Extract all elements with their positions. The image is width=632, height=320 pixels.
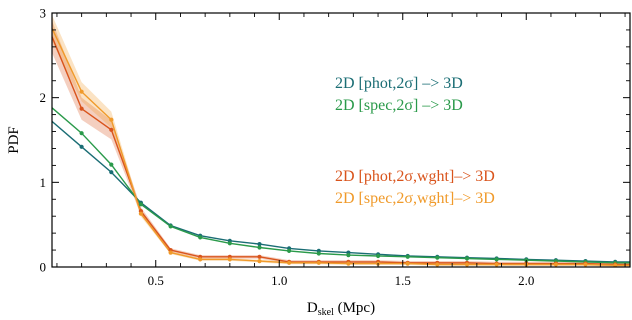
legend: 2D [phot,2σ] –> 3D 2D [spec,2σ] –> 3D 2D [… <box>335 75 495 207</box>
data-point <box>198 235 203 240</box>
data-point <box>227 257 232 262</box>
data-point <box>405 254 410 259</box>
series-band-2 <box>52 20 630 267</box>
data-point <box>287 248 292 253</box>
data-point <box>316 260 321 265</box>
data-point <box>79 144 84 149</box>
y-axis-label: PDF <box>6 126 22 154</box>
data-point <box>257 259 262 264</box>
data-point <box>79 89 84 94</box>
data-point <box>79 131 84 136</box>
data-point <box>79 106 84 111</box>
data-point <box>613 263 618 268</box>
data-point <box>257 254 262 259</box>
y-tick-label: 3 <box>40 6 47 21</box>
data-point <box>494 262 499 267</box>
tick-labels: 0.5 1.0 1.5 2.0 0 1 2 3 <box>40 6 535 289</box>
x-axis-label: Dskel (Mpc) <box>307 300 375 318</box>
data-point <box>109 117 114 122</box>
x-tick-label: 0.5 <box>148 273 164 288</box>
x-tick-label: 1.0 <box>271 273 287 288</box>
data-point <box>257 245 262 250</box>
data-point <box>346 261 351 266</box>
axis-ticks <box>52 12 630 268</box>
data-point <box>168 250 173 255</box>
x-axis-label-main: D <box>307 300 318 316</box>
data-point <box>376 253 381 259</box>
series-band-3 <box>52 15 630 267</box>
data-point <box>316 251 321 256</box>
data-point <box>168 224 173 229</box>
series-line-1 <box>51 107 630 264</box>
series-points <box>79 89 618 268</box>
data-point <box>435 262 440 267</box>
legend-entry: 2D [spec,2σ,wght]–> 3D <box>335 190 495 207</box>
data-point <box>583 262 588 267</box>
legend-entry: 2D [phot,2σ,wght]–> 3D <box>335 168 495 185</box>
x-axis-label-sub: skel <box>318 307 334 318</box>
data-point <box>109 170 114 175</box>
data-point <box>346 253 351 258</box>
data-point <box>227 241 232 246</box>
x-tick-label: 2.0 <box>518 273 534 288</box>
data-point <box>198 257 203 262</box>
y-tick-label: 1 <box>40 175 47 190</box>
data-point <box>109 127 114 132</box>
series-line-2 <box>51 36 630 266</box>
y-tick-label: 0 <box>40 260 47 275</box>
data-point <box>138 202 143 207</box>
data-point <box>257 242 262 247</box>
series-line-3 <box>51 27 630 266</box>
legend-entry: 2D [spec,2σ] –> 3D <box>335 97 463 114</box>
x-axis-label-unit: (Mpc) <box>334 300 375 316</box>
x-tick-label: 1.5 <box>395 273 411 288</box>
data-point <box>287 260 292 265</box>
data-point <box>553 262 559 267</box>
data-point <box>435 255 440 260</box>
uncertainty-bands <box>52 15 630 267</box>
y-tick-label: 2 <box>40 90 47 105</box>
data-point <box>138 211 143 216</box>
data-point <box>109 162 114 167</box>
data-point <box>464 262 470 267</box>
series-lines <box>51 27 630 266</box>
data-point <box>464 256 470 261</box>
data-point <box>494 257 499 262</box>
data-point <box>405 261 410 266</box>
plot-frame <box>51 12 631 268</box>
legend-entry: 2D [phot,2σ] –> 3D <box>335 75 463 92</box>
